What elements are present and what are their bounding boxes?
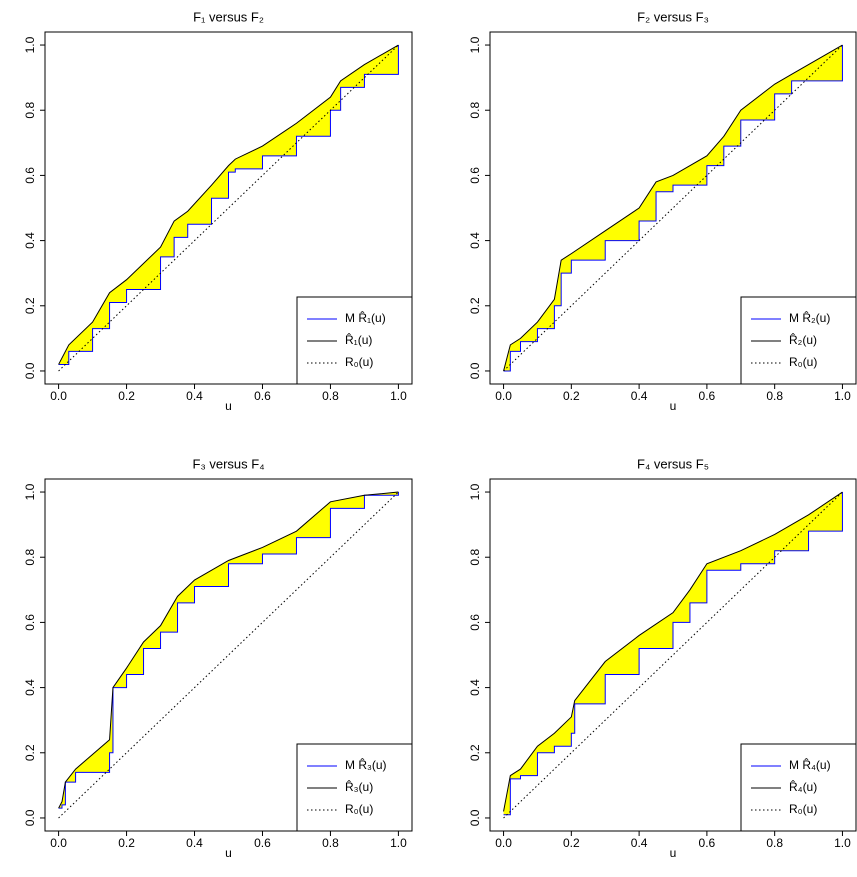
y-tick-label: 1.0 xyxy=(23,483,37,500)
series-line xyxy=(58,44,399,372)
x-tick-label: 0.0 xyxy=(495,836,512,850)
y-tick-label: 0.8 xyxy=(468,102,482,119)
x-axis-label: u xyxy=(225,846,232,860)
x-tick-label: 0.2 xyxy=(563,389,580,403)
x-tick-label: 0.6 xyxy=(699,389,716,403)
series-line xyxy=(503,491,843,812)
x-tick-label: 0.6 xyxy=(699,836,716,850)
y-tick-label: 0.6 xyxy=(468,167,482,184)
panel: F₁ versus F₂ 0.0 0.2 0.4 0.6 0.8 1.0 0.0 0.2 0.4 0… xyxy=(23,9,413,413)
panel-title: F₃ versus F₄ xyxy=(193,456,265,471)
series-line xyxy=(58,491,399,819)
legend-label: R̂₄(u) xyxy=(789,779,817,794)
y-tick-label: 1.0 xyxy=(468,36,482,53)
x-tick-label: 0.0 xyxy=(50,836,67,850)
x-tick-label: 0.4 xyxy=(186,836,203,850)
legend-label: M R̂₂(u) xyxy=(789,310,830,325)
series-line xyxy=(58,45,399,365)
plot-frame xyxy=(489,31,857,385)
x-tick-label: 0.8 xyxy=(322,389,339,403)
x-tick-label: 1.0 xyxy=(834,389,851,403)
y-tick-label: 0.2 xyxy=(23,297,37,314)
x-tick-label: 0.6 xyxy=(254,389,271,403)
x-tick-label: 1.0 xyxy=(390,836,407,850)
y-tick-label: 0.0 xyxy=(468,809,482,826)
series-line xyxy=(58,492,399,809)
series-line xyxy=(503,44,843,372)
x-tick-label: 0.2 xyxy=(563,836,580,850)
x-tick-label: 0.8 xyxy=(322,836,339,850)
series-line xyxy=(58,44,399,365)
series-line xyxy=(58,491,399,809)
legend-label: R₀(u) xyxy=(345,355,373,369)
legend-label: R₀(u) xyxy=(789,355,817,369)
x-tick-label: 0.2 xyxy=(118,389,135,403)
legend-label: R̂₁(u) xyxy=(345,332,372,347)
y-tick-label: 0.6 xyxy=(468,614,482,631)
x-tick-label: 0.4 xyxy=(631,836,648,850)
fill-area xyxy=(58,45,399,365)
legend-label: R̂₂(u) xyxy=(789,332,817,347)
plot-frame xyxy=(44,31,413,385)
legend-label: M R̂₄(u) xyxy=(789,757,831,772)
fill-area xyxy=(503,492,843,815)
y-tick-label: 0.6 xyxy=(23,167,37,184)
y-tick-label: 0.8 xyxy=(23,549,37,566)
y-tick-label: 0.0 xyxy=(23,362,37,379)
y-tick-label: 0.4 xyxy=(23,679,37,696)
x-axis-label: u xyxy=(670,399,677,413)
y-tick-label: 0.2 xyxy=(468,744,482,761)
x-axis-label: u xyxy=(225,399,232,413)
legend-label: R̂₃(u) xyxy=(345,779,373,794)
panel: F₄ versus F₅ 0.0 0.2 0.4 0.6 0.8 1.0 0.0 0.2 0.4 0… xyxy=(468,456,857,860)
x-tick-label: 0.8 xyxy=(766,389,783,403)
x-tick-label: 0.2 xyxy=(118,836,135,850)
x-tick-label: 1.0 xyxy=(834,836,851,850)
x-tick-label: 0.6 xyxy=(254,836,271,850)
x-tick-label: 0.0 xyxy=(495,389,512,403)
legend-label: M R̂₁(u) xyxy=(345,310,386,325)
legend-label: R₀(u) xyxy=(345,802,373,816)
panel: F₃ versus F₄ 0.0 0.2 0.4 0.6 0.8 1.0 0.0 0.2 0.4 0… xyxy=(23,456,413,860)
legend-label: R₀(u) xyxy=(789,802,817,816)
panel-title: F₁ versus F₂ xyxy=(193,9,264,24)
y-tick-label: 1.0 xyxy=(23,36,37,53)
panel-title: F₂ versus F₃ xyxy=(637,9,709,24)
y-tick-label: 0.2 xyxy=(468,297,482,314)
y-tick-label: 0.8 xyxy=(468,549,482,566)
y-tick-label: 0.0 xyxy=(23,809,37,826)
y-tick-label: 0.2 xyxy=(23,744,37,761)
plot-frame xyxy=(44,478,413,832)
x-tick-label: 0.4 xyxy=(186,389,203,403)
x-tick-label: 1.0 xyxy=(390,389,407,403)
x-tick-label: 0.8 xyxy=(766,836,783,850)
x-axis-label: u xyxy=(670,846,677,860)
x-tick-label: 0.4 xyxy=(631,389,648,403)
panel: F₂ versus F₃ 0.0 0.2 0.4 0.6 0.8 1.0 0.0 0.2 0.4 0… xyxy=(468,9,857,413)
y-tick-label: 0.4 xyxy=(468,679,482,696)
y-tick-label: 0.4 xyxy=(468,232,482,249)
series-line xyxy=(503,492,843,816)
series-line xyxy=(503,45,843,372)
y-tick-label: 0.4 xyxy=(23,232,37,249)
panel-title: F₄ versus F₅ xyxy=(637,456,709,471)
y-tick-label: 0.8 xyxy=(23,102,37,119)
x-tick-label: 0.0 xyxy=(50,389,67,403)
plot-frame xyxy=(489,478,857,832)
y-tick-label: 0.0 xyxy=(468,362,482,379)
y-tick-label: 0.6 xyxy=(23,614,37,631)
y-tick-label: 1.0 xyxy=(468,483,482,500)
legend-label: M R̂₃(u) xyxy=(345,757,387,772)
